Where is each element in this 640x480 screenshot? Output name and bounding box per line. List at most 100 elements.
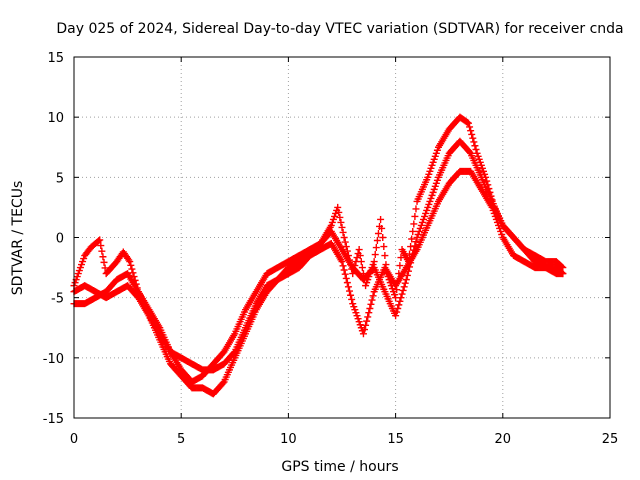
y-tick-label: -15: [43, 412, 64, 427]
data-point: [355, 246, 363, 254]
data-point: [402, 276, 410, 284]
data-point: [399, 286, 407, 294]
x-tick-labels: 0 5 10 15 20 25: [70, 432, 618, 447]
data-point: [362, 321, 370, 329]
data-point: [466, 148, 474, 156]
data-point: [95, 237, 103, 245]
data-point: [467, 127, 475, 135]
y-tick-label: 15: [47, 51, 64, 66]
data-point: [400, 283, 408, 291]
data-point: [357, 258, 365, 266]
data-point: [411, 212, 419, 220]
data-point: [472, 146, 480, 154]
data-point: [374, 229, 382, 237]
data-point: [337, 218, 345, 226]
data-point: [338, 258, 346, 266]
data-point: [364, 313, 372, 321]
data-point: [412, 205, 420, 213]
data-point: [396, 297, 404, 305]
y-tick-label: -5: [51, 292, 64, 307]
data-point: [401, 279, 409, 287]
data-point: [409, 227, 417, 235]
data-point: [371, 251, 379, 259]
data-point: [359, 330, 367, 338]
data-point: [464, 119, 472, 127]
data-point: [471, 142, 479, 150]
data-point: [378, 224, 386, 232]
data-point: [397, 294, 405, 302]
data-point: [366, 304, 374, 312]
data-point: [358, 264, 366, 272]
data-point: [99, 253, 107, 261]
data-point: [468, 130, 476, 138]
data-point: [341, 238, 349, 246]
data-point: [393, 308, 401, 316]
data-point: [344, 283, 352, 291]
data-point: [339, 262, 347, 270]
data-point: [380, 243, 388, 251]
data-point: [343, 279, 351, 287]
data-point: [379, 234, 387, 241]
data-point: [469, 134, 477, 142]
data-point: [347, 291, 355, 299]
data-point: [470, 138, 478, 146]
chart-title: Day 025 of 2024, Sidereal Day-to-day VTE…: [56, 21, 623, 37]
data-point: [410, 220, 418, 228]
data-point: [340, 266, 348, 274]
data-point: [377, 215, 385, 223]
data-point: [341, 270, 349, 278]
data-point: [96, 236, 104, 244]
data-point: [363, 317, 371, 325]
data-point: [356, 252, 364, 260]
data-point: [396, 262, 404, 270]
data-point: [101, 264, 109, 272]
data-point: [372, 244, 380, 252]
x-tick-label: 15: [387, 432, 404, 447]
y-tick-label: 0: [56, 232, 64, 247]
data-point: [466, 123, 474, 131]
y-tick-label: -10: [43, 352, 64, 367]
x-tick-label: 5: [177, 432, 185, 447]
data-point: [100, 258, 108, 266]
data-point: [98, 247, 106, 255]
data-point: [367, 300, 375, 308]
data-point: [348, 295, 356, 303]
data-point: [369, 292, 377, 300]
x-tick-label: 10: [280, 432, 297, 447]
data-point: [126, 258, 134, 266]
y-tick-label: 5: [56, 171, 64, 186]
data-point: [381, 252, 389, 260]
series-track-c: [70, 167, 567, 398]
data-point: [342, 274, 350, 282]
data-point: [336, 213, 344, 221]
data-point: [463, 118, 471, 126]
data-point: [339, 228, 347, 236]
data-point: [129, 269, 137, 277]
data-point: [361, 326, 369, 334]
data-point: [370, 258, 378, 266]
data-point: [398, 290, 406, 298]
data-points: [70, 113, 567, 398]
data-point: [128, 265, 136, 273]
data-point: [411, 242, 419, 250]
data-point: [346, 287, 354, 295]
data-point: [334, 203, 342, 211]
data-point: [394, 304, 402, 312]
data-point: [408, 235, 416, 243]
y-tick-label: 10: [47, 111, 64, 126]
data-point: [373, 237, 381, 245]
data-point: [335, 208, 343, 216]
y-axis-label: SDTVAR / TECUs: [10, 181, 26, 296]
data-point: [368, 296, 376, 304]
data-point: [338, 223, 346, 231]
data-point: [395, 301, 403, 309]
x-tick-label: 20: [495, 432, 512, 447]
y-tick-labels: -15 -10 -5 0 5 10 15: [43, 51, 64, 427]
data-point: [365, 309, 373, 317]
data-point: [342, 243, 350, 251]
data-point: [340, 234, 348, 241]
data-point: [559, 270, 567, 278]
axis-ticks: [73, 56, 611, 419]
data-point: [125, 256, 133, 264]
